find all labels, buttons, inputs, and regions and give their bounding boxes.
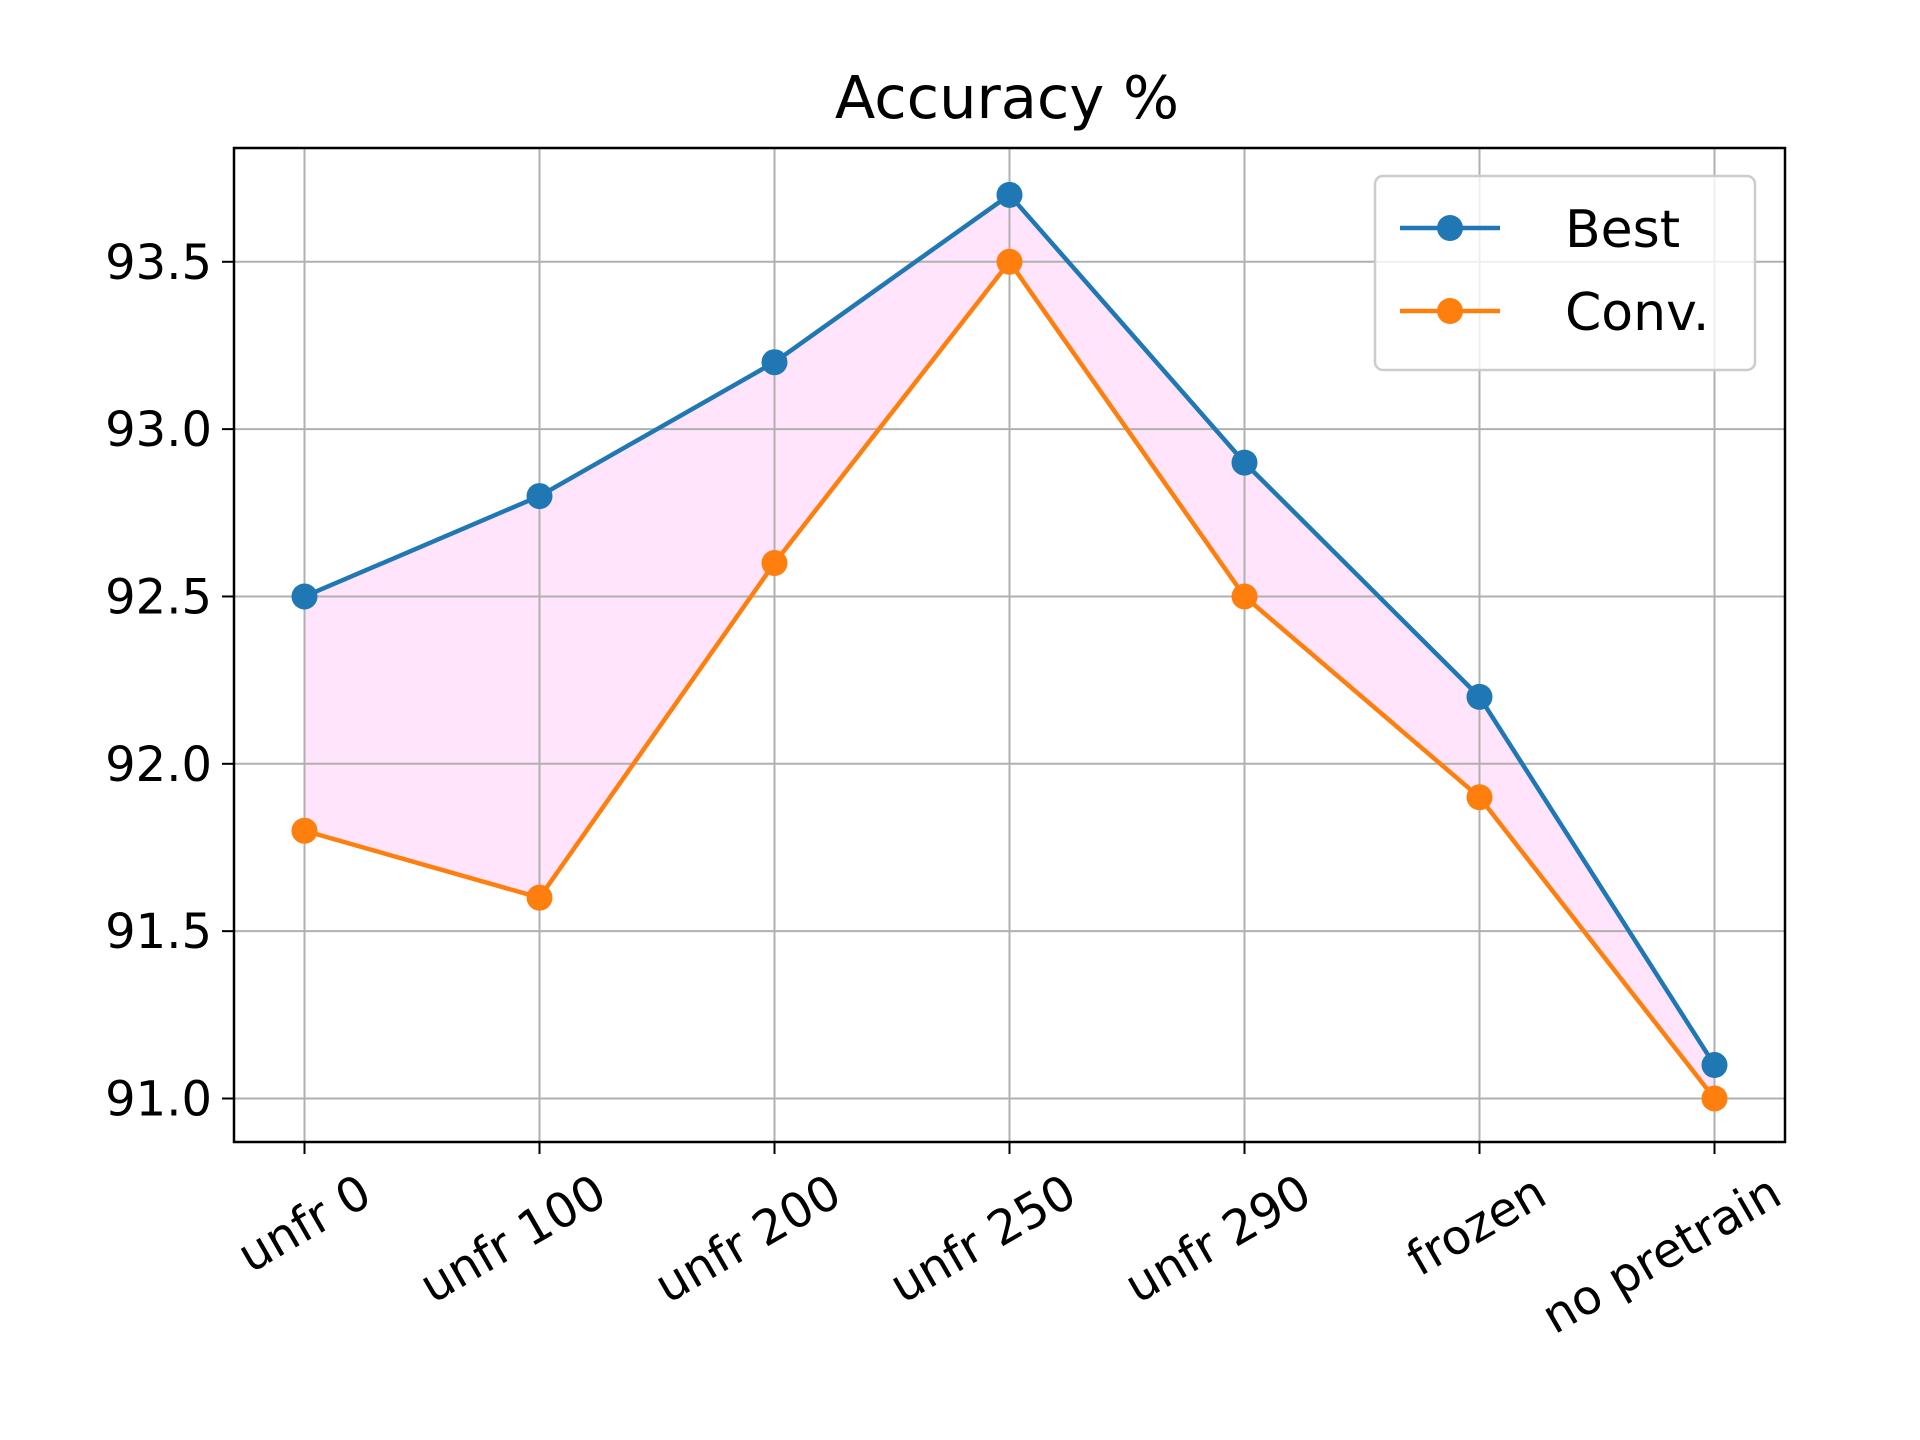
data-point-conv <box>1466 784 1493 811</box>
data-point-conv <box>761 550 788 577</box>
data-point-conv <box>1701 1085 1728 1112</box>
series-lines <box>291 181 1728 1112</box>
legend-marker-conv <box>1437 298 1463 324</box>
grid-lines <box>234 148 1785 1142</box>
data-point-best <box>996 181 1023 208</box>
data-point-conv <box>996 248 1023 275</box>
legend-box <box>1373 174 1757 372</box>
y-tick-label: 91.5 <box>105 904 212 960</box>
legend-label-best: Best <box>1565 200 1680 260</box>
data-point-conv <box>1231 583 1258 610</box>
data-point-conv <box>291 817 318 844</box>
y-tick-label: 93.0 <box>105 402 212 458</box>
y-tick-label: 91.0 <box>105 1071 212 1127</box>
legend: Best Conv. <box>1373 174 1757 372</box>
data-point-best <box>1466 683 1493 710</box>
data-point-best <box>1231 449 1258 476</box>
data-point-best <box>291 583 318 610</box>
fill-between-area <box>304 194 1715 1099</box>
data-point-best <box>526 483 553 510</box>
data-point-best <box>761 349 788 376</box>
y-tick-label: 93.5 <box>105 235 212 291</box>
fill-between-region <box>304 194 1715 1099</box>
legend-label-conv: Conv. <box>1565 283 1709 343</box>
legend-marker-best <box>1437 215 1463 241</box>
data-point-conv <box>526 884 553 911</box>
chart-title: Accuracy % <box>835 63 1179 132</box>
y-tick-label: 92.5 <box>105 569 212 625</box>
y-tick-label: 92.0 <box>105 737 212 793</box>
data-point-best <box>1701 1052 1728 1079</box>
